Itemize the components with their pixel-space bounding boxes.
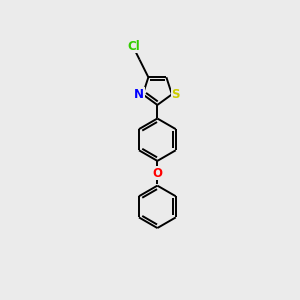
Text: N: N [134,88,144,101]
Text: S: S [171,88,180,101]
Text: Cl: Cl [128,40,140,52]
Text: O: O [152,167,162,180]
